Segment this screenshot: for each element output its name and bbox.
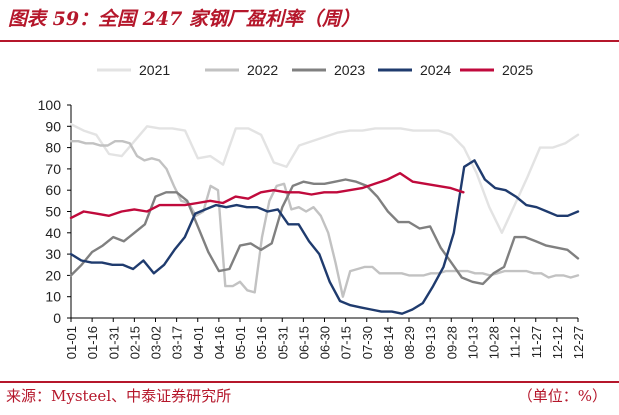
- series-line-2024: [69, 159, 580, 315]
- x-tick-label: 03-02: [149, 326, 164, 359]
- x-tick-label: 08-29: [402, 326, 417, 359]
- x-tick-label: 01-31: [106, 326, 121, 359]
- x-tick-label: 06-15: [296, 326, 311, 359]
- x-tick-label: 07-15: [339, 326, 354, 359]
- line-chart: 2021 2022 2023 2024 2025 0 10 20 30 40 50 60 70 80 90…: [38, 62, 586, 359]
- y-tick-label: 90: [45, 118, 61, 134]
- x-tick-label: 09-28: [444, 326, 459, 359]
- plot-area: 0 10 20 30 40 50 60 70 80 90 100 01-01 01-16 01-31 02-…: [38, 97, 586, 359]
- x-tick-label: 03-17: [170, 326, 185, 359]
- title-rule: [0, 40, 619, 42]
- x-tick-label: 05-16: [254, 326, 269, 359]
- x-tick-label: 02-15: [127, 326, 142, 359]
- legend-label-2022: 2022: [247, 62, 278, 78]
- y-tick-label: 70: [45, 161, 61, 177]
- x-tick-label: 08-14: [381, 326, 396, 359]
- y-tick-label: 100: [38, 97, 62, 113]
- x-tick-label: 06-30: [318, 326, 333, 359]
- unit-note: （单位：%）: [517, 387, 607, 405]
- source-rule: [0, 381, 619, 383]
- x-tick-label: 09-13: [423, 326, 438, 359]
- y-tick-label: 80: [45, 140, 61, 156]
- y-tick-label: 0: [53, 310, 61, 326]
- x-tick-label: 04-01: [191, 326, 206, 359]
- y-tick-label: 60: [45, 182, 61, 198]
- x-tick-label: 10-13: [465, 326, 480, 359]
- series-line-2021: [69, 122, 580, 235]
- source-note: 来源：Mysteel、中泰证券研究所: [6, 387, 232, 405]
- series-line-2025: [69, 171, 465, 220]
- x-tick-label: 01-01: [64, 326, 79, 359]
- legend-label-2025: 2025: [502, 62, 533, 78]
- y-tick-label: 50: [45, 204, 61, 220]
- legend-label-2021: 2021: [139, 62, 170, 78]
- figure-title: 图表 59：全国 247 家钢厂盈利率（周）: [8, 8, 360, 30]
- x-tick-label: 05-31: [275, 326, 290, 359]
- y-tick-label: 40: [45, 225, 61, 241]
- x-tick-label: 11-27: [529, 326, 544, 358]
- series-line-2023: [69, 178, 580, 286]
- x-tick-label: 12-12: [550, 326, 565, 359]
- x-tick-label: 12-27: [571, 326, 586, 359]
- x-tick-label: 10-28: [487, 326, 502, 359]
- x-tick-label: 07-30: [360, 326, 375, 359]
- y-tick-label: 30: [45, 246, 61, 262]
- x-tick-label: 05-01: [233, 326, 248, 359]
- legend-label-2023: 2023: [334, 62, 365, 78]
- chart-legend: 2021 2022 2023 2024 2025: [97, 62, 533, 78]
- y-tick-label: 20: [45, 267, 61, 283]
- legend-label-2024: 2024: [420, 62, 451, 78]
- x-tick-label: 04-16: [212, 326, 227, 359]
- x-tick-label: 01-16: [85, 326, 100, 359]
- x-tick-label: 11-12: [508, 326, 523, 358]
- y-tick-label: 10: [45, 289, 61, 305]
